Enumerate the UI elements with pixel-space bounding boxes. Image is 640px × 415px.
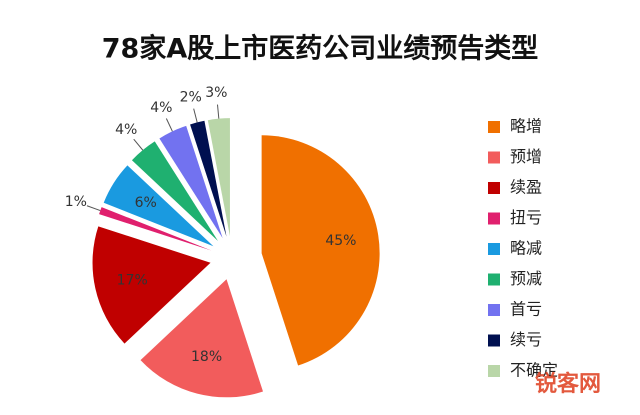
data-label: 18% bbox=[191, 349, 222, 365]
pie-slice bbox=[140, 279, 263, 398]
data-label: 17% bbox=[117, 272, 148, 288]
data-label: 1% bbox=[65, 194, 87, 210]
legend-swatch bbox=[488, 365, 500, 377]
legend-label: 预减 bbox=[510, 269, 542, 288]
legend-label: 首亏 bbox=[510, 300, 542, 319]
pie-slice bbox=[131, 141, 218, 242]
legend-label: 续亏 bbox=[510, 330, 542, 349]
data-label: 4% bbox=[115, 122, 137, 138]
data-label: 2% bbox=[180, 89, 202, 105]
leader-line bbox=[165, 118, 173, 132]
legend-label: 预增 bbox=[510, 147, 542, 166]
pie-slice bbox=[92, 226, 211, 344]
leader-line bbox=[133, 138, 144, 151]
pie: 45% 18% 17% 1% 6% 4% 4% 2% 3% bbox=[65, 85, 380, 398]
data-label: 45% bbox=[325, 233, 356, 249]
pie-slice bbox=[190, 120, 227, 237]
leader-line bbox=[193, 108, 198, 123]
legend-label: 略增 bbox=[510, 117, 542, 136]
legend-label: 不确定 bbox=[510, 361, 558, 380]
legend-swatch bbox=[488, 243, 500, 255]
legend-swatch bbox=[488, 304, 500, 316]
pie-slice bbox=[103, 165, 214, 247]
chart-title: 78家A股上市医药公司业绩预告类型 bbox=[102, 33, 538, 65]
legend-swatch bbox=[488, 121, 500, 133]
pie-slice bbox=[261, 135, 380, 366]
legend-label: 续盈 bbox=[510, 178, 542, 197]
leader-line bbox=[86, 205, 101, 212]
legend-swatch bbox=[488, 151, 500, 164]
legend-label: 扭亏 bbox=[510, 208, 542, 227]
legend-label: 略减 bbox=[510, 239, 542, 258]
pie-slice bbox=[99, 207, 212, 251]
legend-swatch bbox=[488, 212, 500, 225]
legend-swatch bbox=[488, 182, 500, 194]
legend-swatch bbox=[488, 273, 500, 286]
legend-swatch bbox=[488, 334, 500, 347]
pie-slice bbox=[207, 118, 230, 237]
data-label: 4% bbox=[150, 100, 172, 116]
pie-slice bbox=[159, 125, 223, 239]
data-label: 6% bbox=[135, 195, 157, 211]
data-label: 3% bbox=[205, 85, 227, 101]
leader-line bbox=[216, 104, 220, 119]
watermark: 锐客网 bbox=[535, 371, 601, 397]
